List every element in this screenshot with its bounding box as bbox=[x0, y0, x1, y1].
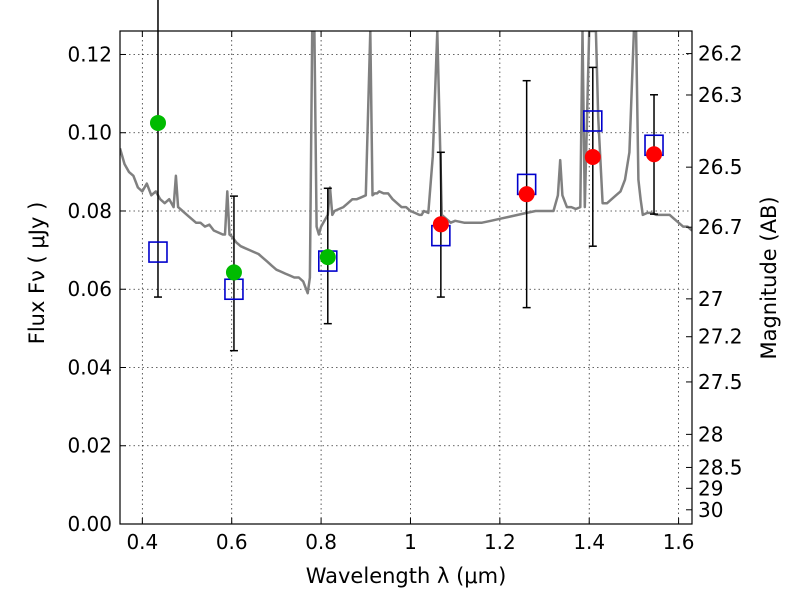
model-square-point bbox=[582, 110, 603, 132]
observed-point bbox=[584, 148, 601, 165]
plot-frame bbox=[119, 30, 693, 525]
y-tick-label: 0.02 bbox=[67, 434, 112, 458]
mag-tick-label: 28.5 bbox=[698, 455, 743, 479]
observed-point bbox=[319, 249, 336, 266]
mag-tick-label: 26.7 bbox=[698, 215, 743, 239]
mag-tick-label: 28 bbox=[698, 422, 723, 446]
mag-tick-label: 27 bbox=[698, 287, 723, 311]
y-axis-label: Flux Fν ( μJy ) bbox=[25, 202, 49, 345]
y-tick-label: 0.06 bbox=[67, 277, 112, 301]
y-tick-label: 0.00 bbox=[67, 512, 112, 536]
observed-point bbox=[225, 264, 242, 281]
spectrum-layer bbox=[120, 31, 692, 295]
x-axis-label: Wavelength λ (μm) bbox=[306, 564, 507, 588]
model-square-point bbox=[148, 241, 168, 263]
x-tick-label: 0.4 bbox=[126, 530, 158, 554]
x-tick-label: 1.6 bbox=[663, 530, 695, 554]
observed-point bbox=[646, 146, 663, 163]
mag-tick-label: 26.3 bbox=[698, 83, 743, 107]
observed-point bbox=[149, 114, 166, 131]
y2-axis-label: Magnitude (AB) bbox=[757, 196, 781, 359]
axis-ticks: 0.4 0.6 0.8 1 1.2 1.4 1.6 0.00 0.02 0.04 0.06 0.08 0… bbox=[67, 31, 743, 554]
mag-tick-label: 26.5 bbox=[698, 155, 743, 179]
x-tick-label: 1 bbox=[404, 530, 417, 554]
x-tick-label: 0.6 bbox=[216, 530, 248, 554]
mag-tick-label: 29 bbox=[698, 476, 723, 500]
y-tick-label: 0.04 bbox=[67, 355, 112, 379]
observed-point bbox=[518, 186, 535, 203]
y-tick-label: 0.10 bbox=[67, 121, 112, 145]
observed-point bbox=[432, 216, 449, 233]
points-layer bbox=[148, 0, 664, 352]
mag-tick-label: 27.2 bbox=[698, 325, 743, 349]
mag-tick-label: 26.2 bbox=[698, 42, 743, 66]
x-tick-label: 1.2 bbox=[484, 530, 516, 554]
mag-tick-label: 27.5 bbox=[698, 370, 743, 394]
y-tick-label: 0.08 bbox=[67, 199, 112, 223]
x-tick-label: 0.8 bbox=[305, 530, 337, 554]
mag-tick-label: 30 bbox=[698, 498, 723, 522]
spectrum-line bbox=[120, 31, 692, 295]
grid-lines bbox=[120, 31, 692, 524]
x-tick-label: 1.4 bbox=[573, 530, 605, 554]
y-tick-label: 0.12 bbox=[67, 42, 112, 66]
